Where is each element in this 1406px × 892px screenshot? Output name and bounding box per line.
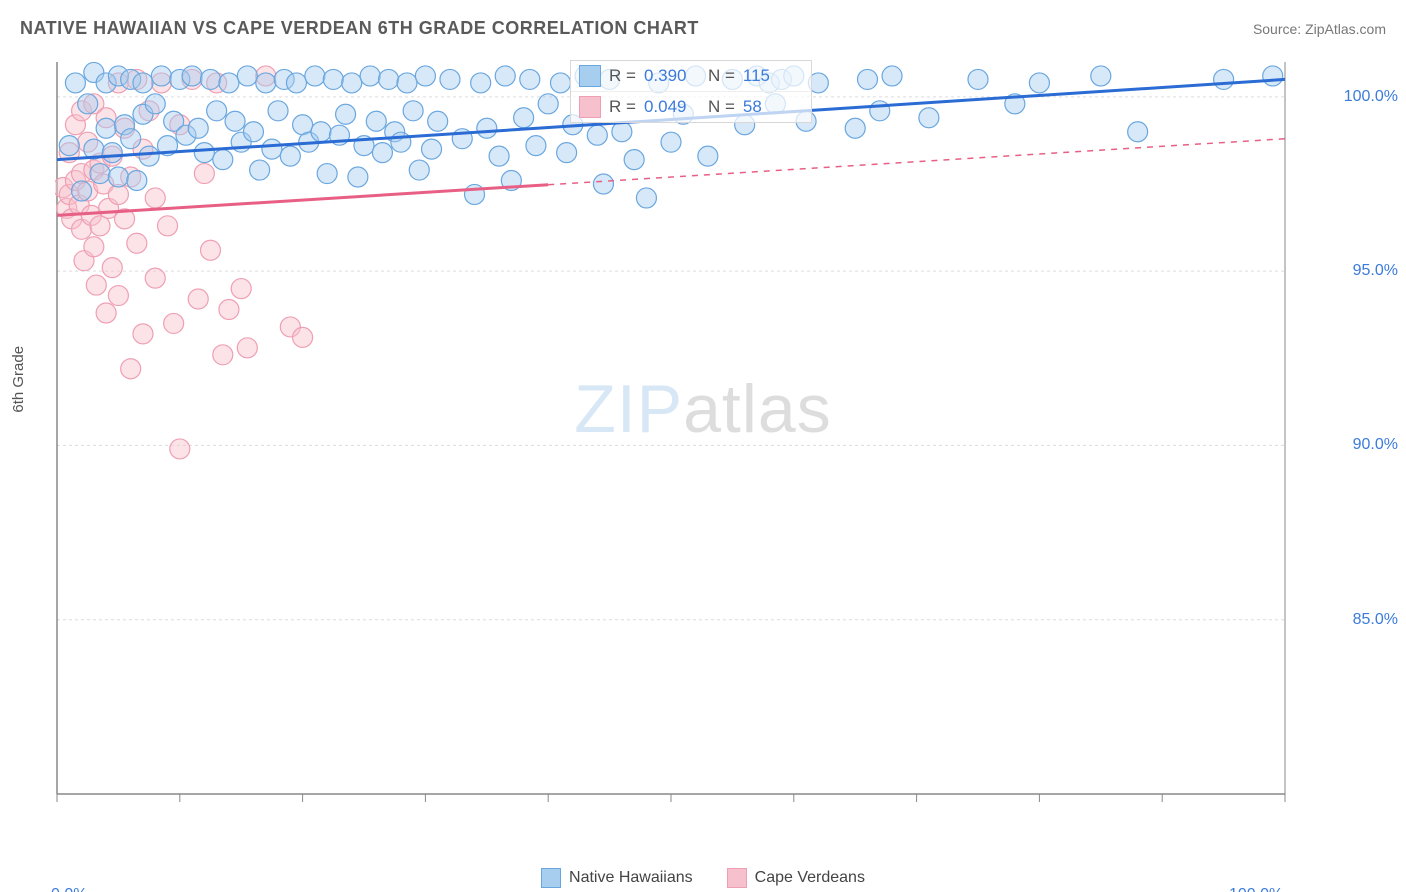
correlation-stats-box: R = 0.390 N = 115 R = 0.049 N = 58 (570, 60, 812, 123)
y-tick-label: 100.0% (1344, 88, 1398, 106)
legend-label: Native Hawaiians (569, 869, 693, 887)
legend-label: Cape Verdeans (755, 869, 865, 887)
legend-swatch (727, 868, 747, 888)
r-value: 0.049 (644, 97, 700, 117)
y-axis-tick-labels: 85.0% 90.0% 95.0% 100.0% (1338, 58, 1398, 828)
y-tick-label: 95.0% (1353, 262, 1398, 280)
y-tick-label: 85.0% (1353, 611, 1398, 629)
y-tick-label: 90.0% (1353, 436, 1398, 454)
source-label: Source: (1253, 21, 1301, 37)
n-value: 115 (743, 66, 799, 86)
stats-row: R = 0.049 N = 58 (571, 91, 811, 122)
y-axis-label: 6th Grade (10, 346, 27, 413)
series-swatch (579, 65, 601, 87)
scatter-chart (55, 58, 1345, 828)
legend: Native Hawaiians Cape Verdeans (0, 868, 1406, 888)
source-attribution: Source: ZipAtlas.com (1253, 21, 1386, 37)
legend-swatch (541, 868, 561, 888)
legend-item: Cape Verdeans (727, 868, 865, 888)
source-link[interactable]: ZipAtlas.com (1305, 21, 1386, 37)
series-swatch (579, 96, 601, 118)
chart-title: NATIVE HAWAIIAN VS CAPE VERDEAN 6TH GRAD… (20, 18, 699, 39)
n-value: 58 (743, 97, 799, 117)
chart-header: NATIVE HAWAIIAN VS CAPE VERDEAN 6TH GRAD… (20, 18, 1386, 39)
stats-row: R = 0.390 N = 115 (571, 61, 811, 91)
r-value: 0.390 (644, 66, 700, 86)
legend-item: Native Hawaiians (541, 868, 693, 888)
chart-area (55, 58, 1345, 828)
